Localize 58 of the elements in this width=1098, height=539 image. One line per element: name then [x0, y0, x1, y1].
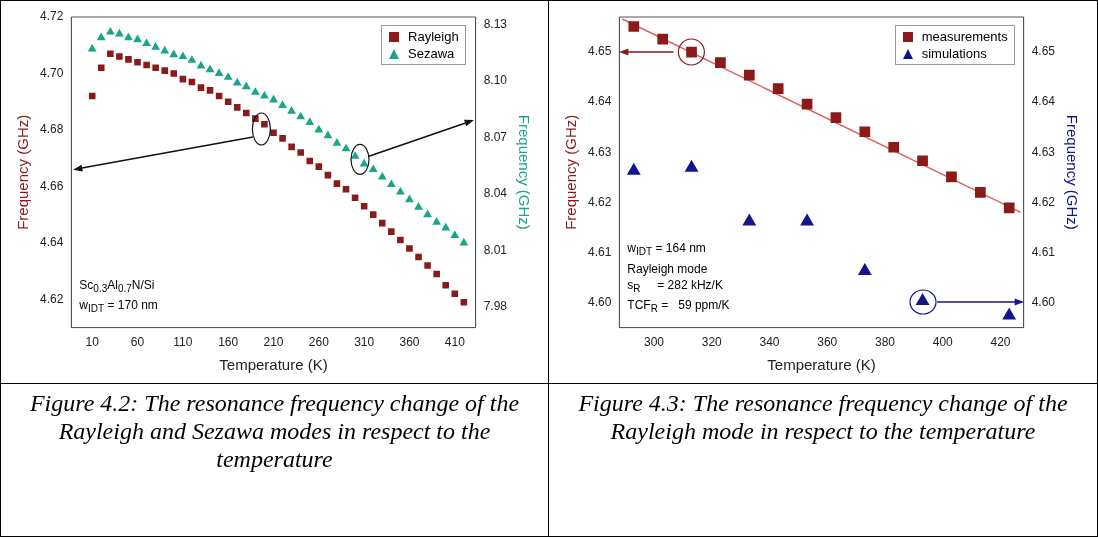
x-tick-label: 360 — [817, 335, 838, 350]
annotation: w$_{IDT}$ = 170 nm — [79, 298, 158, 315]
x-tick-label: 210 — [263, 335, 284, 350]
y2-tick-label: 8.13 — [483, 16, 508, 31]
x-tick-label: 110 — [173, 335, 193, 350]
x-tick-label: 380 — [875, 335, 896, 350]
y-tick-label: 4.62 — [40, 291, 64, 306]
y2-tick-label: 4.61 — [1031, 244, 1056, 259]
y-tick-label: 4.62 — [588, 194, 612, 209]
x-tick-label: 400 — [932, 335, 954, 350]
legend-label: measurements — [921, 28, 1008, 45]
annotation: TCF$_{R}$ = 59 ppm/K — [627, 298, 730, 315]
annotation: w$_{IDT}$ = 164 nm — [627, 241, 706, 258]
y2-tick-label: 8.01 — [483, 242, 508, 257]
y2-axis-title: Frequency (GHz) — [515, 114, 533, 230]
y-tick-label: 4.61 — [588, 244, 612, 259]
y2-tick-label: 7.98 — [483, 299, 508, 314]
y-tick-label: 4.64 — [588, 94, 612, 109]
x-tick-label: 420 — [990, 335, 1011, 350]
legend-label: Sezawa — [408, 45, 455, 62]
x-tick-label: 320 — [701, 335, 723, 350]
x-tick-label: 310 — [354, 335, 375, 350]
x-tick-label: 340 — [759, 335, 780, 350]
y-tick-label: 4.63 — [588, 144, 612, 159]
text: s$_{R}$ = 282 kHz/K — [627, 277, 723, 295]
y-axis-title: Frequency (GHz) — [562, 114, 580, 230]
y-tick-label: 4.68 — [40, 122, 64, 137]
annotation: Sc$_{0.3}$Al$_{0.7}$N/Si — [79, 277, 155, 295]
x-tick-label: 300 — [643, 335, 665, 350]
x-tick-label: 360 — [399, 335, 420, 350]
y-tick-label: 4.64 — [40, 235, 64, 250]
y-tick-label: 4.70 — [40, 65, 64, 80]
x-tick-label: 10 — [85, 335, 100, 350]
text: Figure 4.3: The resonance frequency change of the Rayleigh mode in respect to the temperature — [577, 389, 1069, 445]
y2-tick-label: 4.64 — [1031, 94, 1056, 109]
x-tick-label: 60 — [130, 335, 145, 350]
y-axis-title: Frequency (GHz) — [14, 114, 32, 230]
y2-axis-title: Frequency (GHz) — [1063, 114, 1081, 230]
x-axis-title: Temperature (K) — [767, 356, 876, 374]
x-tick-label: 160 — [218, 335, 239, 350]
x-tick-label: 410 — [444, 335, 466, 350]
y-tick-label: 4.60 — [588, 294, 612, 309]
y2-tick-label: 4.62 — [1031, 194, 1056, 209]
y2-tick-label: 4.60 — [1031, 294, 1056, 309]
y2-tick-label: 8.07 — [483, 129, 508, 144]
y2-tick-label: 8.04 — [483, 186, 508, 201]
legend-label: Rayleigh — [408, 28, 459, 45]
y-tick-label: 4.65 — [588, 44, 612, 59]
annotation: Rayleigh mode — [627, 261, 708, 276]
y-tick-label: 4.66 — [40, 178, 64, 193]
text: Figure 4.2: The resonance frequency change of the Rayleigh and Sezawa modes in respect to the temperature — [28, 389, 521, 473]
y2-tick-label: 8.10 — [483, 73, 508, 88]
legend-label: simulations — [921, 45, 987, 62]
y-tick-label: 4.72 — [40, 9, 64, 24]
x-axis-title: Temperature (K) — [219, 356, 328, 374]
x-tick-label: 260 — [308, 335, 330, 350]
y2-tick-label: 4.63 — [1031, 144, 1056, 159]
y2-tick-label: 4.65 — [1031, 44, 1056, 59]
